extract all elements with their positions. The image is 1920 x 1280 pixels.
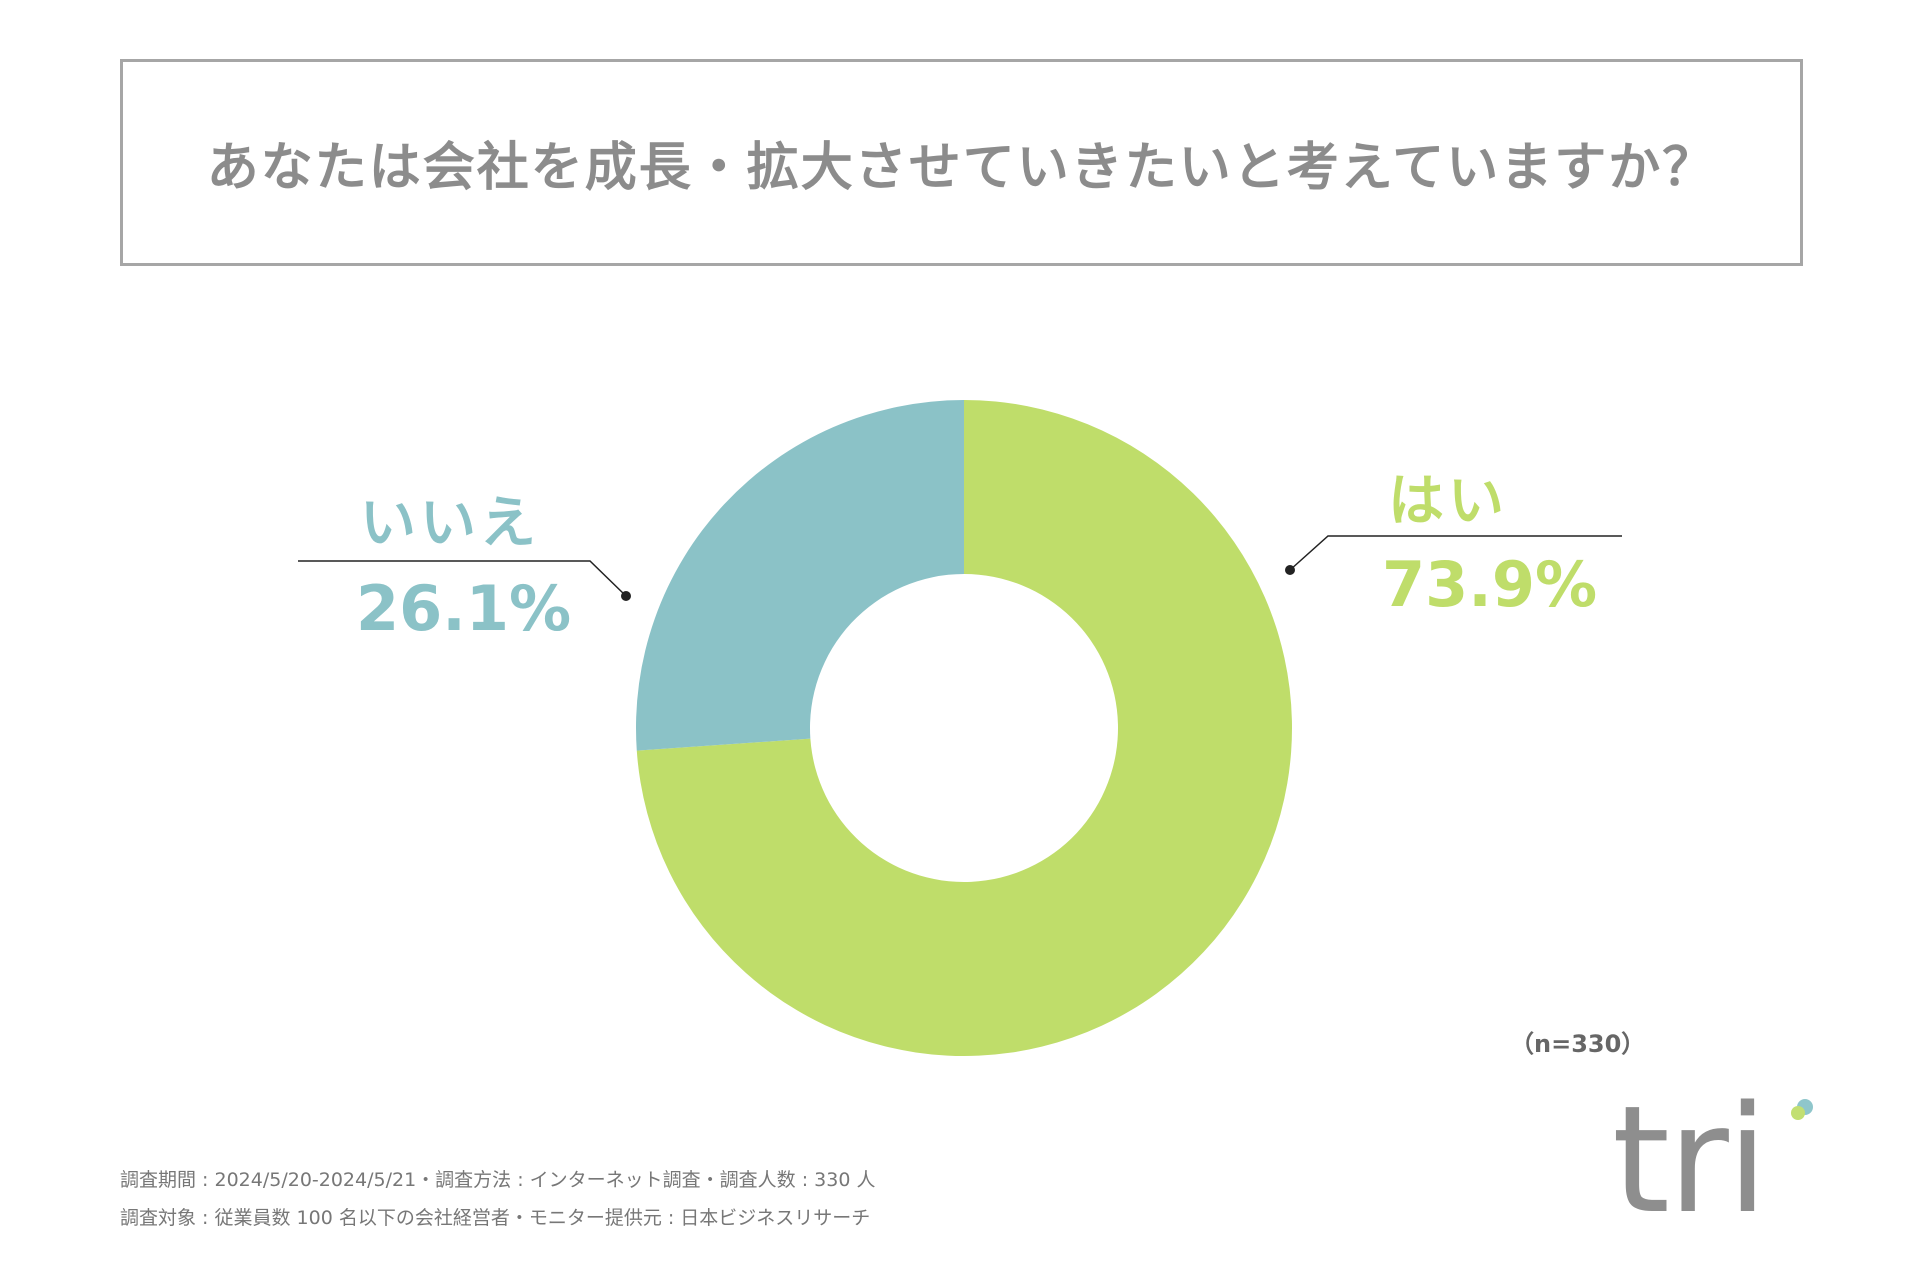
slice-value-no: 26.1% [356, 572, 572, 645]
leader-line-no [298, 560, 631, 601]
chart-title: あなたは会社を成長・拡大させていきたいと考えていますか？ [206, 138, 1717, 198]
leader-line-yes-path [1289, 535, 1622, 571]
leader-dot-no [621, 591, 631, 601]
donut-slices [636, 400, 1292, 1057]
title-box: あなたは会社を成長・拡大させていきたいと考えていますか？ [120, 59, 1803, 266]
logo-dot-icon [1791, 1099, 1813, 1120]
survey-info-line-1: 調査期間 : 2024/5/20-2024/5/21・調査方法 : インターネッ… [120, 1169, 876, 1191]
tri-logo: tri [1612, 1074, 1832, 1246]
donut-slice-no [636, 400, 964, 751]
slice-value-yes: 73.9% [1382, 548, 1598, 621]
logo-text: tri [1612, 1074, 1768, 1246]
sample-size: （n=330） [1510, 1030, 1646, 1058]
slice-label-yes: はい [1388, 469, 1508, 534]
donut-slice-yes [636, 400, 1292, 1057]
survey-info-line-2: 調査対象 : 従業員数 100 名以下の会社経営者・モニター提供元 : 日本ビジ… [120, 1207, 871, 1229]
leader-line-yes [1285, 535, 1622, 575]
slice-label-no: いいえ [360, 491, 540, 556]
leader-line-no-path [298, 560, 627, 597]
leader-dot-yes [1285, 565, 1295, 575]
